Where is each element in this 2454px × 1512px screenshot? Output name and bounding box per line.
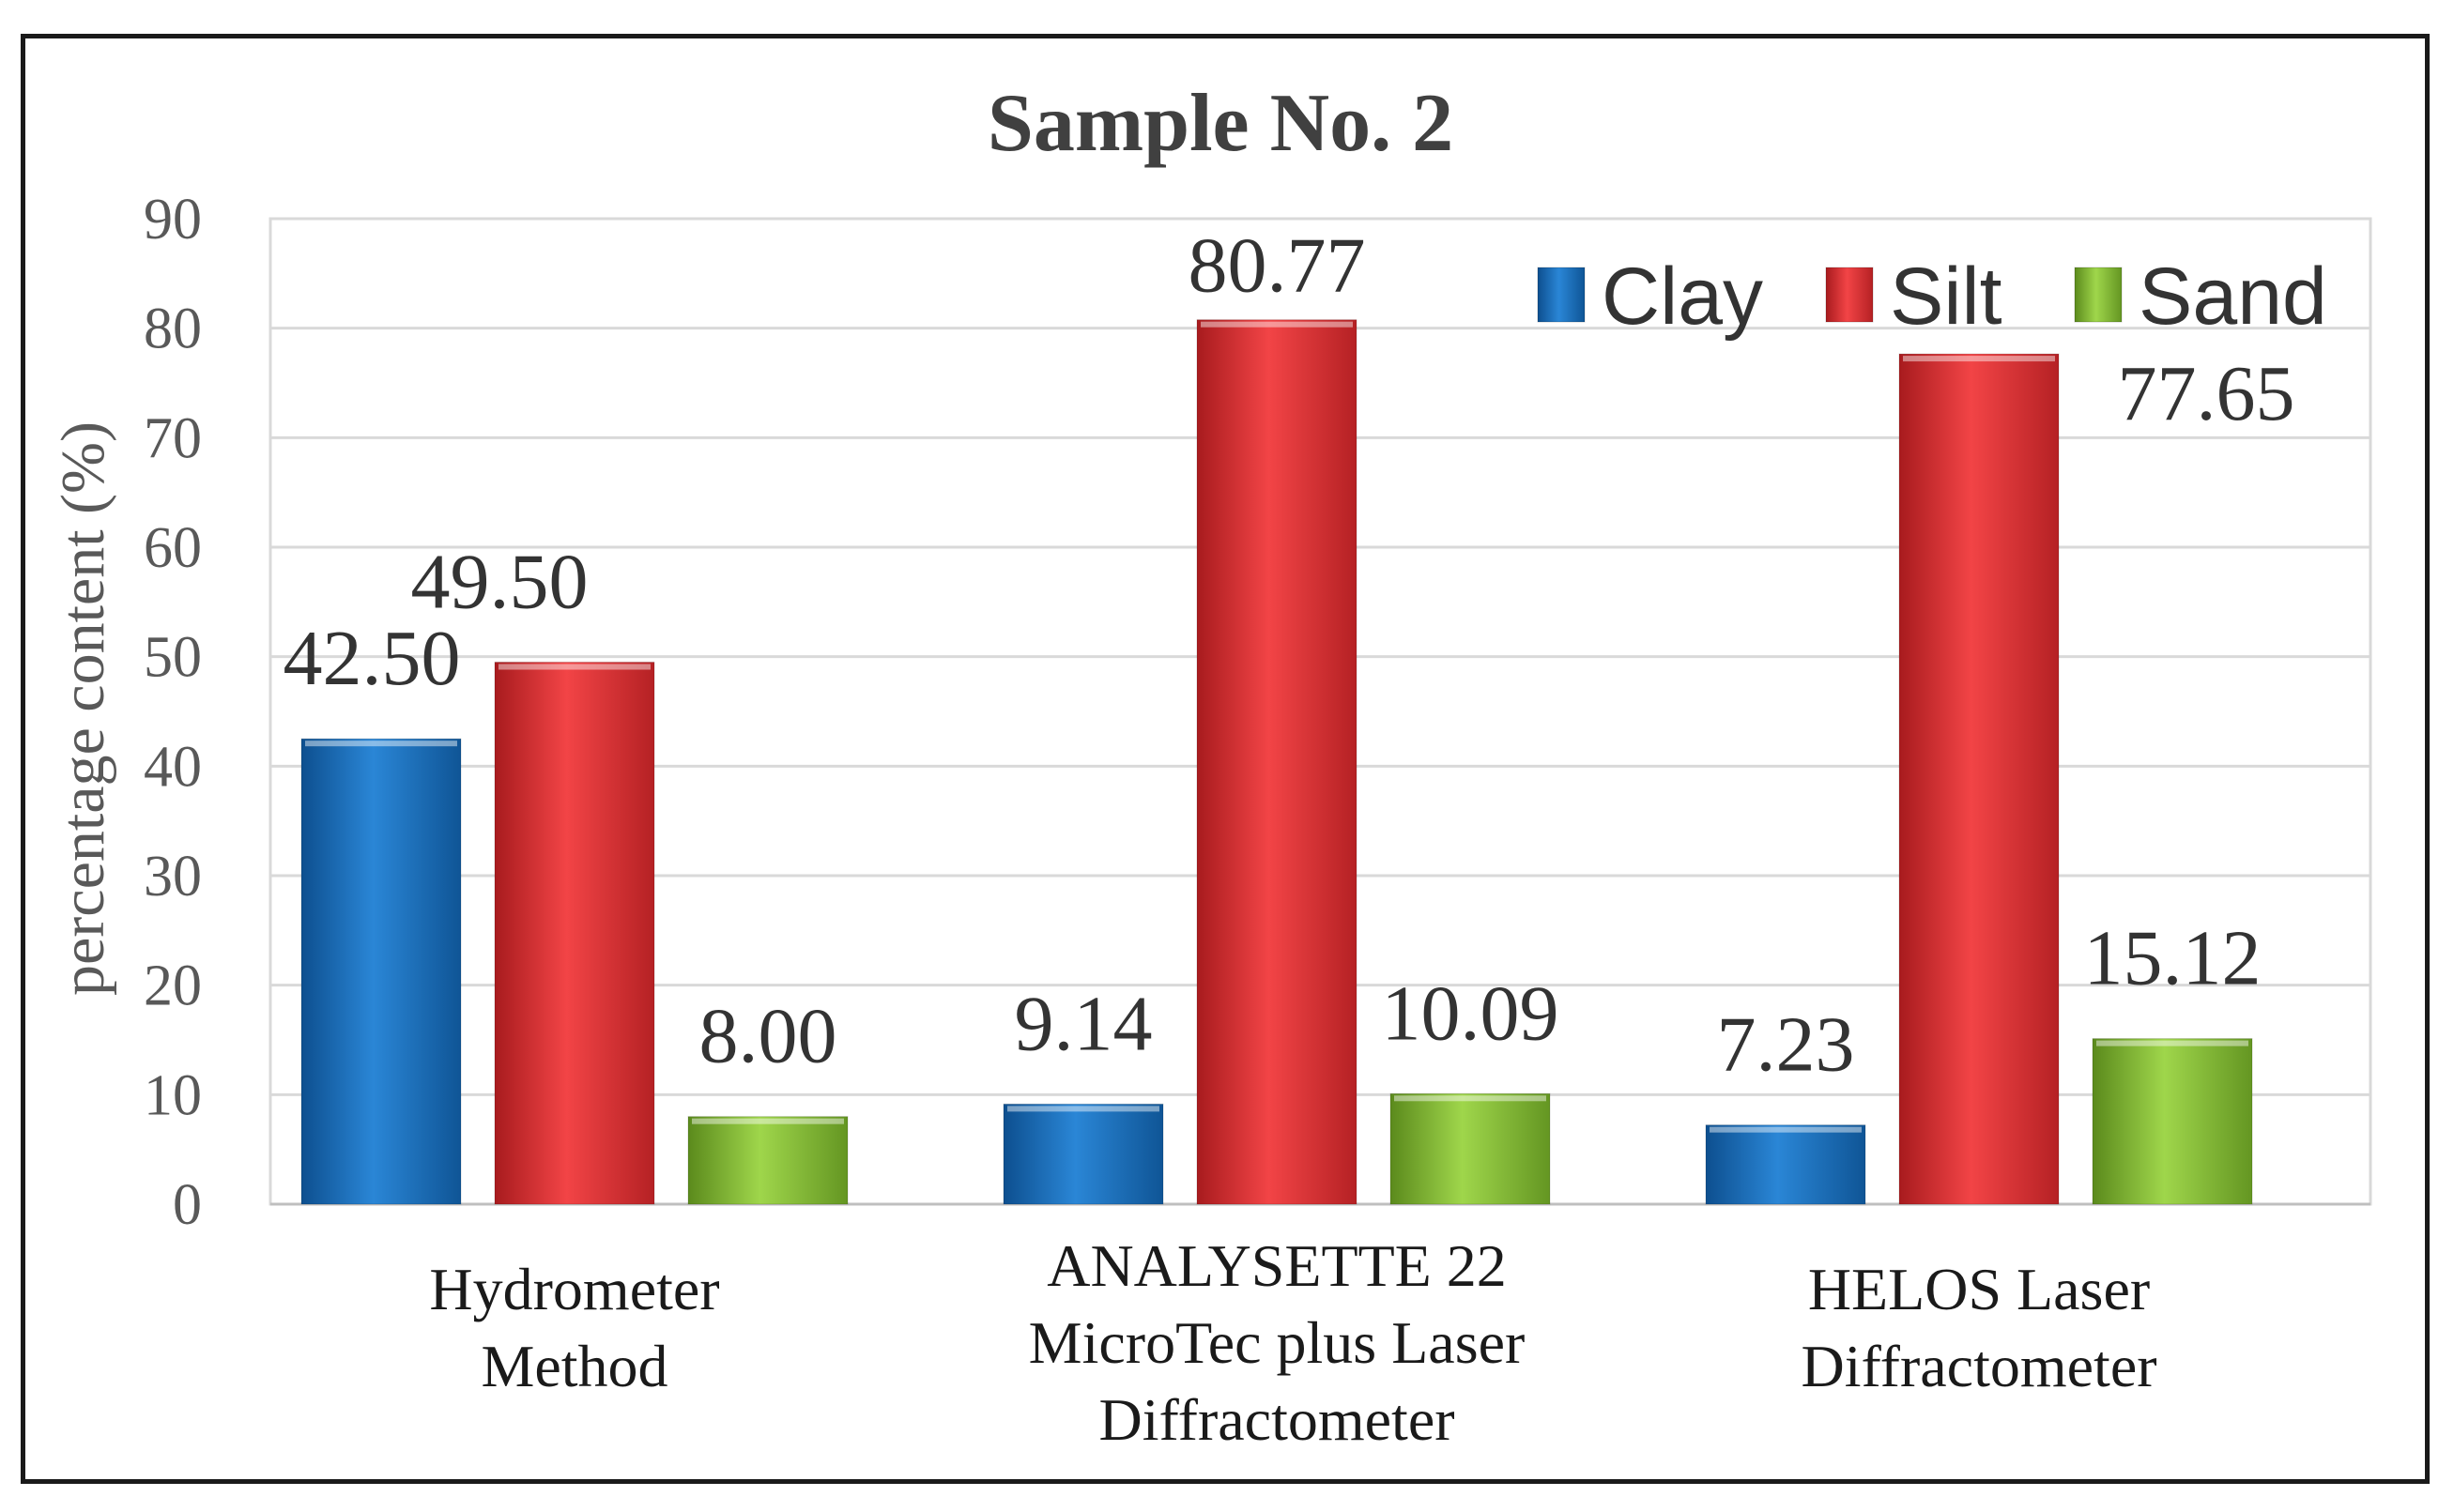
y-tick-label: 50	[144, 626, 202, 690]
legend-swatch-clay	[1537, 267, 1586, 323]
data-label-sand: 10.09	[1382, 970, 1559, 1057]
y-tick-label: 90	[144, 188, 202, 252]
y-tick-label: 60	[144, 516, 202, 580]
bar-sand	[687, 1116, 849, 1205]
bar-highlight	[1710, 1126, 1862, 1133]
category-label: ANALYSETTE 22 MicroTec plus Laser Diffract…	[1029, 1232, 1526, 1453]
y-axis-ticks: 0 10 20 30 40 50 60 70 80 90	[144, 188, 202, 1237]
data-label-sand: 8.00	[699, 993, 837, 1080]
bar-highlight	[305, 741, 457, 747]
chart-title: Sample No. 2	[988, 78, 1453, 169]
data-label-clay: 9.14	[1015, 980, 1153, 1067]
y-tick-label: 30	[144, 845, 202, 909]
y-axis-label: percentage content (%)	[49, 421, 117, 996]
bar-silt	[1898, 353, 2060, 1205]
bar-sand	[2092, 1038, 2253, 1205]
y-tick-label: 0	[173, 1173, 202, 1237]
data-label-clay: 7.23	[1717, 1001, 1855, 1089]
x-axis-categories: Hydrometer Method ANALYSETTE 22 MicroTec pl…	[429, 1232, 2156, 1453]
bar-clay	[1705, 1124, 1866, 1205]
legend-label-silt: Silt	[1890, 252, 2002, 342]
y-tick-label: 40	[144, 735, 202, 799]
category-label: Hydrometer Method	[429, 1256, 719, 1399]
data-label-silt: 77.65	[2118, 350, 2295, 437]
legend-swatch-silt	[1825, 267, 1874, 323]
bar-highlight	[1201, 321, 1353, 328]
data-labels: 42.50 9.14 7.23 49.50 80.77 77.65 8.00 10.09 15.…	[284, 222, 2295, 1089]
bar-highlight	[2096, 1040, 2248, 1046]
bars	[300, 319, 2253, 1205]
y-tick-label: 10	[144, 1063, 202, 1127]
bar-silt	[494, 662, 655, 1205]
legend-swatch-sand	[2074, 267, 2123, 323]
y-tick-label: 70	[144, 406, 202, 470]
category-label: HELOS Laser Diffractometer	[1801, 1256, 2156, 1399]
bar-clay	[300, 738, 462, 1205]
bar-highlight	[1903, 356, 2055, 362]
bar-highlight	[692, 1118, 844, 1124]
data-label-sand: 15.12	[2084, 915, 2262, 1002]
bar-silt	[1196, 319, 1357, 1205]
bar-highlight	[1007, 1106, 1159, 1112]
data-label-silt: 80.77	[1189, 222, 1366, 310]
data-label-clay: 42.50	[284, 615, 461, 702]
bar-highlight	[498, 664, 651, 670]
bar-sand	[1389, 1092, 1551, 1205]
y-tick-label: 80	[144, 298, 202, 361]
bar-highlight	[1394, 1095, 1546, 1102]
bar-clay	[1003, 1103, 1164, 1205]
legend-label-clay: Clay	[1602, 252, 1763, 342]
legend-label-sand: Sand	[2139, 252, 2327, 342]
y-tick-label: 20	[144, 955, 202, 1018]
data-label-silt: 49.50	[411, 539, 589, 626]
legend: Clay Silt Sand	[1537, 252, 2327, 342]
